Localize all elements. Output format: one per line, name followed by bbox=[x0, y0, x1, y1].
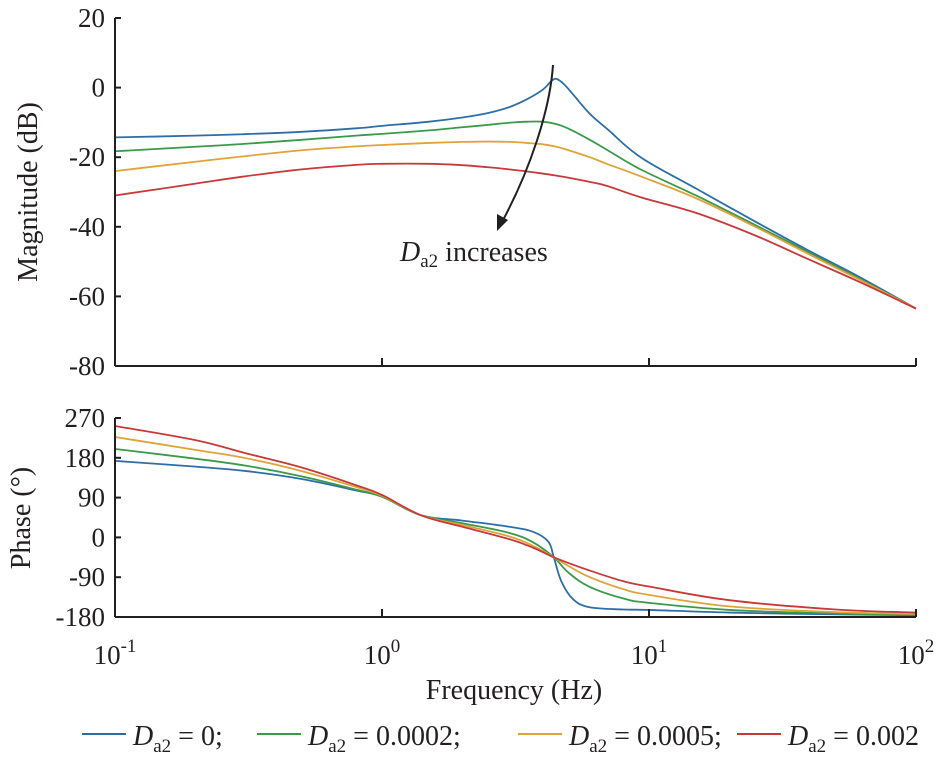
phase-y-tick-label: 270 bbox=[65, 403, 106, 433]
legend-item: Da2 = 0.002 bbox=[737, 721, 919, 757]
magnitude-y-tick-label: -80 bbox=[69, 351, 105, 381]
legend-label: Da2 = 0.0002; bbox=[307, 721, 461, 757]
legend-label: Da2 = 0.0005; bbox=[568, 721, 722, 757]
magnitude-y-tick-label: 0 bbox=[92, 73, 106, 103]
phase-curves bbox=[114, 425, 917, 617]
phase-y-tick-label: 180 bbox=[65, 443, 106, 473]
x-tick-label: 10-1 bbox=[94, 636, 137, 670]
phase-y-tick-label: 0 bbox=[92, 522, 106, 552]
magnitude-series-1 bbox=[114, 120, 917, 310]
phase-series-3 bbox=[114, 425, 917, 614]
annotation-arrow bbox=[501, 64, 554, 223]
magnitude-axes: 20 0 -20 -40 -60 -80 bbox=[69, 3, 917, 381]
phase-series-2 bbox=[114, 436, 917, 615]
annotation: Da2 increases bbox=[399, 64, 554, 272]
magnitude-series-3 bbox=[114, 162, 917, 310]
magnitude-y-axis-title: Magnitude (dB) bbox=[13, 102, 44, 282]
phase-y-tick-label: 90 bbox=[78, 483, 105, 513]
annotation-text: Da2 increases bbox=[399, 237, 548, 272]
phase-y-axis-title: Phase (°) bbox=[6, 467, 37, 569]
phase-series-1 bbox=[114, 448, 917, 616]
phase-y-tick-label: -90 bbox=[69, 562, 105, 592]
magnitude-y-tick-label: 20 bbox=[78, 3, 105, 33]
legend-label: Da2 = 0; bbox=[132, 721, 223, 757]
legend-item: Da2 = 0.0005; bbox=[518, 721, 722, 757]
legend-label: Da2 = 0.002 bbox=[787, 721, 919, 757]
legend-item: Da2 = 0.0002; bbox=[257, 721, 461, 757]
x-tick-label: 101 bbox=[631, 636, 668, 670]
magnitude-y-tick-label: -20 bbox=[69, 142, 105, 172]
magnitude-y-tick-label: -40 bbox=[69, 212, 105, 242]
annotation-arrowhead bbox=[497, 214, 508, 231]
magnitude-panel: 20 0 -20 -40 -60 -80 Magnitude (dB) Da2 incre… bbox=[13, 3, 917, 381]
x-axis-title: Frequency (Hz) bbox=[426, 675, 602, 706]
magnitude-y-tick-label: -60 bbox=[69, 281, 105, 311]
phase-y-tick-label: -180 bbox=[56, 602, 106, 632]
x-tick-label: 102 bbox=[898, 636, 935, 670]
legend: Da2 = 0; Da2 = 0.0002; Da2 = 0.0005; Da2 = … bbox=[82, 721, 919, 757]
magnitude-series-0 bbox=[114, 77, 917, 310]
magnitude-series-2 bbox=[114, 140, 917, 310]
phase-axes: 270 180 90 0 -90 -180 10-1 100 101 102 bbox=[56, 403, 935, 670]
x-tick-label: 100 bbox=[364, 636, 401, 670]
phase-series-0 bbox=[114, 460, 917, 617]
legend-item: Da2 = 0; bbox=[82, 721, 223, 757]
